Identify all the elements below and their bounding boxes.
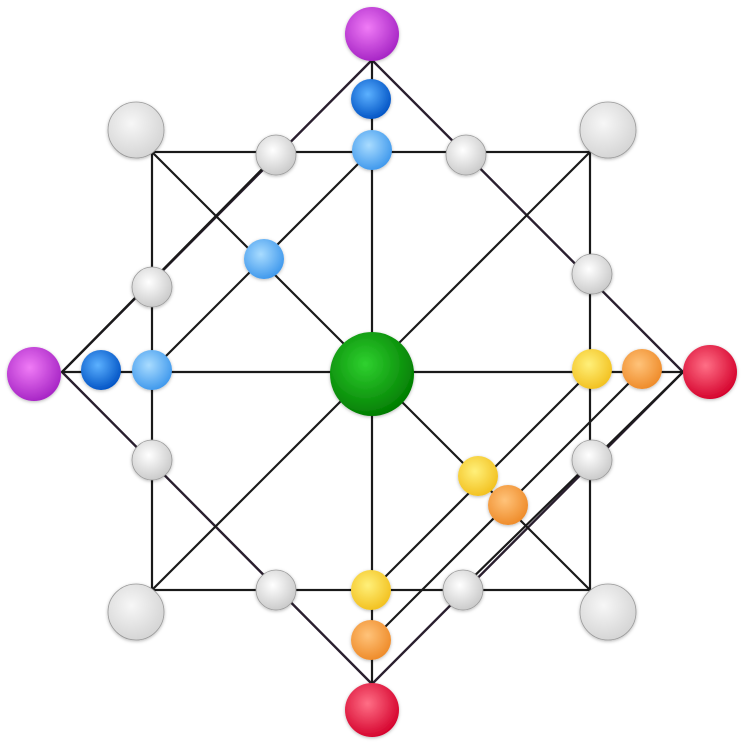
light-blue-left-piece[interactable] — [132, 350, 172, 390]
track-left-upper — [61, 154, 277, 373]
grey-bottom-right-piece[interactable] — [442, 569, 484, 611]
light-blue-top-piece[interactable] — [352, 130, 392, 170]
purple-left-piece[interactable] — [7, 347, 61, 401]
orange-diag-piece[interactable] — [488, 485, 528, 525]
orange-right-piece[interactable] — [622, 349, 662, 389]
grey-right-lower-piece[interactable] — [571, 439, 613, 481]
corner-grey-br-piece[interactable] — [579, 583, 637, 641]
yellow-right-piece[interactable] — [572, 349, 612, 389]
grey-left-upper-piece[interactable] — [131, 266, 173, 308]
corner-grey-tr-piece[interactable] — [579, 101, 637, 159]
grey-left-lower-piece[interactable] — [131, 439, 173, 481]
pieces — [7, 7, 737, 737]
corner-grey-bl-piece[interactable] — [107, 583, 165, 641]
grey-bottom-left-piece[interactable] — [255, 569, 297, 611]
red-right-piece[interactable] — [683, 345, 737, 399]
yellow-bottom-piece[interactable] — [351, 570, 391, 610]
center-green-piece[interactable] — [330, 332, 414, 416]
dark-blue-top-piece[interactable] — [351, 79, 391, 119]
yellow-diag-piece[interactable] — [458, 456, 498, 496]
grey-right-upper-piece[interactable] — [571, 253, 613, 295]
red-bottom-piece[interactable] — [345, 683, 399, 737]
dark-blue-left-piece[interactable] — [81, 350, 121, 390]
orange-bottom-piece[interactable] — [351, 620, 391, 660]
grey-top-right-piece[interactable] — [445, 134, 487, 176]
corner-grey-tl-piece[interactable] — [107, 101, 165, 159]
track-right-outer — [459, 371, 684, 591]
light-blue-diag-piece[interactable] — [244, 239, 284, 279]
purple-top-piece[interactable] — [345, 7, 399, 61]
grey-top-left-piece[interactable] — [255, 134, 297, 176]
